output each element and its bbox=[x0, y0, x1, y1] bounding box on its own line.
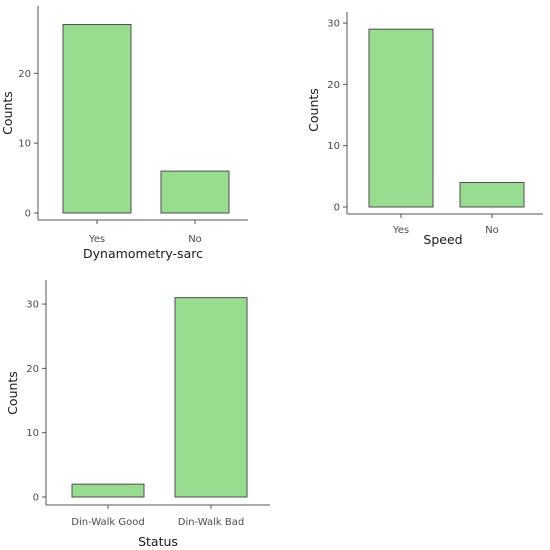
x-tick-label-no: No bbox=[485, 225, 499, 236]
y-tick-label: 10 bbox=[18, 139, 31, 150]
bar-din-walk-bad bbox=[174, 297, 248, 498]
x-tick-label-yes: Yes bbox=[392, 225, 409, 236]
y-tick-label: 30 bbox=[26, 300, 39, 311]
y-tick-label: 30 bbox=[327, 19, 340, 30]
bar-no bbox=[160, 170, 230, 214]
x-axis-title: Status bbox=[138, 534, 178, 549]
x-axis-title: Dynamometry-sarc bbox=[83, 246, 203, 261]
chart-speed: 0 10 20 30 Yes No Speed Counts bbox=[306, 12, 543, 247]
y-axis-title: Counts bbox=[0, 91, 15, 135]
x-tick-label-din-walk-bad: Din-Walk Bad bbox=[178, 517, 244, 528]
y-tick-label: 20 bbox=[327, 80, 340, 91]
y-tick-label: 0 bbox=[33, 493, 39, 504]
bar-yes bbox=[368, 28, 434, 208]
y-tick-label: 0 bbox=[25, 209, 31, 220]
bar-yes bbox=[62, 23, 132, 214]
y-tick-label: 20 bbox=[18, 69, 31, 80]
bar-din-walk-good bbox=[71, 483, 145, 498]
y-axis-title: Counts bbox=[306, 88, 321, 132]
x-tick-label-yes: Yes bbox=[88, 234, 105, 245]
y-tick-label: 10 bbox=[327, 141, 340, 152]
y-tick-label: 20 bbox=[26, 364, 39, 375]
x-axis-title: Speed bbox=[423, 232, 462, 247]
y-tick-label: 0 bbox=[334, 203, 340, 214]
x-tick-label-din-walk-good: Din-Walk Good bbox=[71, 517, 144, 528]
x-tick-label-no: No bbox=[188, 234, 202, 245]
y-tick-label: 10 bbox=[26, 428, 39, 439]
bar-no bbox=[459, 181, 525, 208]
y-axis-title: Counts bbox=[5, 371, 20, 415]
